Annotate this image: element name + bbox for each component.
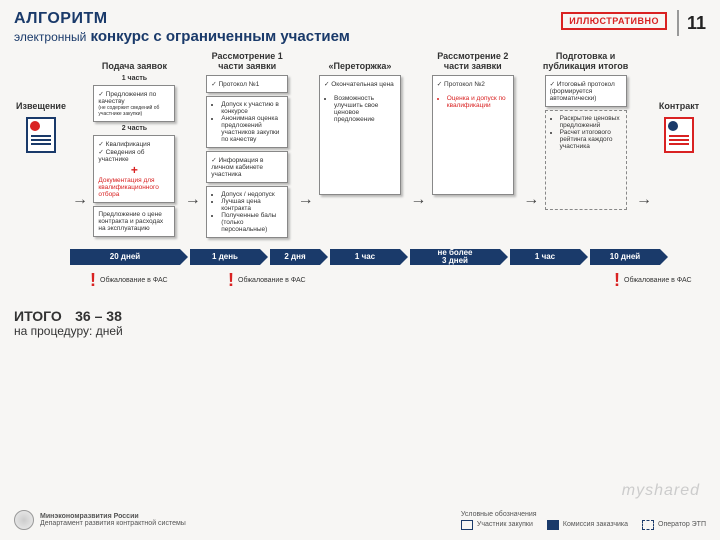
legend-item: Участник закупки: [477, 521, 533, 528]
results1-box: Допуск / недопуск Лучшая цена контракта …: [206, 186, 288, 238]
qualification-box: Квалификация Сведения об участнике + Док…: [93, 135, 175, 203]
contract-icon: [664, 117, 694, 153]
price-box: Предложение о цене контракта и расходах …: [93, 206, 175, 237]
stage-title: «Переторжка»: [314, 51, 407, 75]
protocol2-box: Протокол №2 Оценка и допуск по квалифика…: [432, 75, 514, 195]
timeline-segment: 20 дней: [70, 249, 180, 265]
org-name: Минэкономразвития России: [40, 513, 186, 520]
appeals-row: !Обжалование в ФАС !Обжалование в ФАС !Обж…: [14, 270, 706, 292]
final-protocol-box: Итоговый протокол (формируется автоматич…: [545, 75, 627, 107]
total-sub: на процедуру:: [14, 324, 92, 338]
arrow-icon: →: [72, 191, 84, 209]
timeline-segment: 10 дней: [590, 249, 660, 265]
exclamation-icon: !: [614, 270, 620, 291]
admission-box: Допуск к участию в конкурсе Анонимная оц…: [206, 96, 288, 148]
document-icon: [26, 117, 56, 153]
appeal-note: !Обжалование в ФАС: [228, 270, 306, 291]
total-value: 36 – 38: [75, 308, 122, 324]
arrow-icon: →: [636, 191, 648, 209]
total-block: ИТОГО 36 – 38 на процедуру: дней: [14, 308, 706, 338]
page-number: 11: [677, 10, 706, 36]
timeline-segment: не более 3 дней: [410, 249, 500, 265]
cabinet-info-box: Информация в личном кабинете участника: [206, 151, 288, 183]
part2-label: 2 часть: [122, 125, 147, 132]
appeal-note: !Обжалование в ФАС: [614, 270, 692, 291]
dept-name: Департамент развития контрактной системы: [40, 520, 186, 527]
badge-illustrative: ИЛЛЮСТРАТИВНО: [561, 12, 667, 30]
stage-title: Рассмотрение 2 части заявки: [426, 51, 519, 75]
stage-submission: Подача заявок 1 часть Предложения по кач…: [88, 51, 181, 237]
flow-diagram: Извещение → Подача заявок 1 часть Предло…: [0, 51, 720, 238]
total-unit: дней: [96, 324, 123, 338]
arrow-icon: →: [523, 191, 535, 209]
exclamation-icon: !: [90, 270, 96, 291]
subtitle-main: конкурс с ограниченным участием: [91, 28, 350, 45]
end-node: Контракт: [652, 51, 706, 153]
stage-title: Подача заявок: [88, 51, 181, 75]
final-price-box: Окончательная цена Возможность улучшить …: [319, 75, 401, 195]
end-label: Контракт: [659, 101, 699, 111]
header: АЛГОРИТМ электронный конкурс с ограничен…: [0, 0, 720, 51]
rating-box: Раскрытие ценовых предложений Расчет ито…: [545, 110, 627, 210]
subtitle: электронный конкурс с ограниченным участ…: [14, 28, 561, 45]
arrow-icon: →: [410, 191, 422, 209]
timeline-segment: 1 день: [190, 249, 260, 265]
timeline-segment: 1 час: [510, 249, 580, 265]
subtitle-prefix: электронный: [14, 30, 86, 44]
stage-title: Рассмотрение 1 части заявки: [201, 51, 294, 75]
footer: Минэкономразвития России Департамент раз…: [14, 510, 706, 530]
arrow-icon: →: [185, 191, 197, 209]
legend-title: Условные обозначения: [461, 511, 706, 518]
legend: Условные обозначения Участник закупки Ко…: [461, 511, 706, 530]
arrow-icon: →: [298, 191, 310, 209]
timeline-segment: 2 дня: [270, 249, 320, 265]
timeline-segment: 1 час: [330, 249, 400, 265]
title: АЛГОРИТМ: [14, 10, 561, 28]
quality-box: Предложения по качеству (не содержит све…: [93, 85, 175, 122]
plus-icon: +: [98, 163, 170, 177]
total-label: ИТОГО: [14, 308, 62, 324]
timeline: 20 дней 1 день 2 дня 1 час не более 3 дней 1 …: [14, 248, 706, 266]
stage-review2: Рассмотрение 2 части заявки Протокол №2 …: [426, 51, 519, 195]
legend-item: Комиссия заказчика: [563, 521, 628, 528]
watermark: myshared: [622, 482, 700, 500]
part1-label: 1 часть: [122, 75, 147, 82]
stage-review1: Рассмотрение 1 части заявки Протокол №1 …: [201, 51, 294, 238]
stage-publish: Подготовка и публикация итогов Итоговый …: [539, 51, 632, 210]
emblem-icon: [14, 510, 34, 530]
legend-item: Оператор ЭТП: [658, 521, 706, 528]
protocol1-box: Протокол №1: [206, 75, 288, 93]
exclamation-icon: !: [228, 270, 234, 291]
start-node: Извещение: [14, 51, 68, 153]
stage-title: Подготовка и публикация итогов: [539, 51, 632, 75]
start-label: Извещение: [16, 101, 66, 111]
stage-rebid: «Переторжка» Окончательная цена Возможно…: [314, 51, 407, 195]
title-block: АЛГОРИТМ электронный конкурс с ограничен…: [14, 10, 561, 45]
appeal-note: !Обжалование в ФАС: [90, 270, 168, 291]
